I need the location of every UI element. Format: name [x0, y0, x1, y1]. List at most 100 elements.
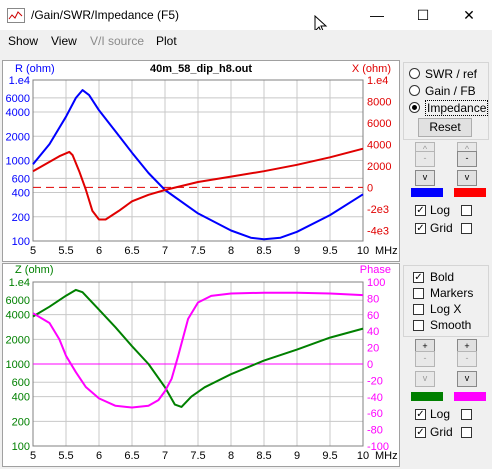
grid-right-checkbox[interactable] — [461, 223, 472, 234]
log-label: Log — [430, 203, 451, 217]
left-axis-down-button[interactable]: v — [415, 170, 435, 186]
left-axis-label: R (ohm) — [15, 63, 55, 75]
app-graph-icon — [7, 8, 25, 23]
right-tick-label: 2000 — [367, 161, 391, 173]
bottom-log-right-checkbox[interactable] — [461, 409, 472, 420]
bottom-log-left-checkbox[interactable]: ✓ — [415, 409, 426, 420]
right-tick-label: -2e3 — [367, 204, 389, 216]
left-tick-label: 6000 — [6, 295, 30, 307]
log-right-checkbox[interactable] — [461, 205, 472, 216]
smooth-label: Smooth — [430, 318, 472, 332]
x-tick-label: 5.5 — [58, 450, 73, 462]
left-axis-minus-button[interactable]: - — [415, 151, 435, 167]
right-axis-down-button[interactable]: v — [457, 170, 477, 186]
bold-checkbox[interactable]: ✓ — [413, 272, 424, 283]
right-tick-label: -40 — [367, 392, 383, 404]
right-axis-minus-button[interactable]: - — [457, 151, 477, 167]
grid-left-checkbox[interactable]: ✓ — [415, 223, 426, 234]
minimize-button[interactable]: — — [354, 0, 400, 30]
bottom-log-label: Log — [430, 407, 451, 421]
bottom-left-down-button[interactable]: v — [415, 371, 435, 387]
markers-label: Markers — [430, 286, 474, 300]
right-tick-label: -80 — [367, 425, 383, 437]
right-tick-label: -4e3 — [367, 225, 389, 237]
right-tick-label: 20 — [367, 343, 379, 355]
left-color-swatch[interactable] — [411, 188, 443, 197]
series-line-right — [32, 291, 364, 409]
minimize-icon: — — [370, 7, 384, 23]
x-tick-label: 6 — [96, 245, 102, 257]
right-axis-label: X (ohm) — [352, 63, 391, 75]
top-chart-svg: 1.e460004000200010006004002001001.e48000… — [6, 63, 398, 257]
left-tick-label: 2000 — [6, 334, 30, 346]
left-tick-label: 1000 — [6, 156, 30, 168]
log-left-checkbox[interactable]: ✓ — [415, 205, 426, 216]
right-tick-label: 6000 — [367, 118, 391, 130]
bottom-grid-left-checkbox[interactable]: ✓ — [415, 427, 426, 438]
left-axis-label: Z (ohm) — [15, 264, 54, 276]
smooth-checkbox[interactable] — [413, 320, 424, 331]
radio-gain-fb-label: Gain / FB — [425, 84, 476, 98]
right-tick-label: 40 — [367, 326, 379, 338]
maximize-button[interactable]: ☐ — [400, 0, 446, 30]
bottom-left-minus-button[interactable]: - — [415, 351, 435, 367]
left-tick-label: 100 — [12, 236, 30, 248]
x-tick-label: 6 — [96, 450, 102, 462]
bottom-right-down-button[interactable]: v — [457, 371, 477, 387]
x-unit-label: MHz — [375, 245, 398, 257]
bold-label: Bold — [430, 270, 455, 284]
radio-gain-fb-circle[interactable] — [409, 85, 420, 96]
chart-title: 40m_58_dip_h8.out — [150, 63, 252, 75]
menu-show[interactable]: Show — [8, 34, 39, 48]
left-tick-label: 600 — [12, 377, 30, 389]
left-tick-label: 1.e4 — [9, 75, 30, 87]
left-tick-label: 2000 — [6, 131, 30, 143]
left-tick-label: 400 — [12, 188, 30, 200]
right-tick-label: 1.e4 — [367, 75, 388, 87]
right-axis-label: Phase — [360, 264, 391, 276]
right-tick-label: 60 — [367, 310, 379, 322]
x-tick-label: 7.5 — [190, 450, 205, 462]
radio-impedance-label: Impedance — [425, 100, 489, 116]
left-tick-label: 1000 — [6, 359, 30, 371]
reset-button[interactable]: Reset — [418, 118, 472, 137]
radio-swr-ref-circle[interactable] — [409, 68, 420, 79]
right-tick-label: 0 — [367, 182, 373, 194]
bottom-right-minus-button[interactable]: - — [457, 351, 477, 367]
right-color-swatch[interactable] — [454, 188, 486, 197]
x-tick-label: 9.5 — [322, 450, 337, 462]
left-tick-label: 200 — [12, 212, 30, 224]
series-line-right — [32, 147, 364, 221]
x-tick-label: 6.5 — [124, 245, 139, 257]
right-tick-label: -20 — [367, 375, 383, 387]
title-bar: /Gain/SWR/Impedance (F5) — ☐ ✕ — [0, 0, 492, 35]
right-tick-label: -60 — [367, 408, 383, 420]
right-tick-label: 4000 — [367, 139, 391, 151]
menu-view[interactable]: View — [51, 34, 77, 48]
radio-impedance-circle[interactable] — [409, 102, 420, 113]
x-tick-label: 10 — [357, 450, 369, 462]
menu-vi-source[interactable]: V/I source — [90, 34, 145, 48]
x-tick-label: 5 — [30, 450, 36, 462]
bottom-left-color-swatch[interactable] — [411, 392, 443, 401]
left-tick-label: 4000 — [6, 310, 30, 322]
right-tick-label: 8000 — [367, 96, 391, 108]
bottom-grid-right-checkbox[interactable] — [461, 427, 472, 438]
bottom-right-color-swatch[interactable] — [454, 392, 486, 401]
bottom-grid-label: Grid — [430, 425, 453, 439]
bottom-control-panel: ✓ Bold Markers Log X Smooth + + - - v v … — [401, 263, 491, 467]
menu-plot[interactable]: Plot — [156, 34, 177, 48]
right-tick-label: 100 — [367, 277, 385, 289]
logx-checkbox[interactable] — [413, 304, 424, 315]
menu-bar: Show View V/I source Plot — [0, 30, 492, 52]
bottom-chart-svg: 1.e4600040002000100060040020010010080604… — [6, 264, 398, 462]
right-tick-label: -100 — [367, 441, 389, 453]
close-icon: ✕ — [463, 7, 475, 23]
x-tick-label: 7.5 — [190, 245, 205, 257]
x-tick-label: 10 — [357, 245, 369, 257]
left-tick-label: 400 — [12, 392, 30, 404]
close-button[interactable]: ✕ — [446, 0, 492, 30]
x-tick-label: 7 — [162, 245, 168, 257]
plot-frame — [32, 79, 364, 242]
markers-checkbox[interactable] — [413, 288, 424, 299]
